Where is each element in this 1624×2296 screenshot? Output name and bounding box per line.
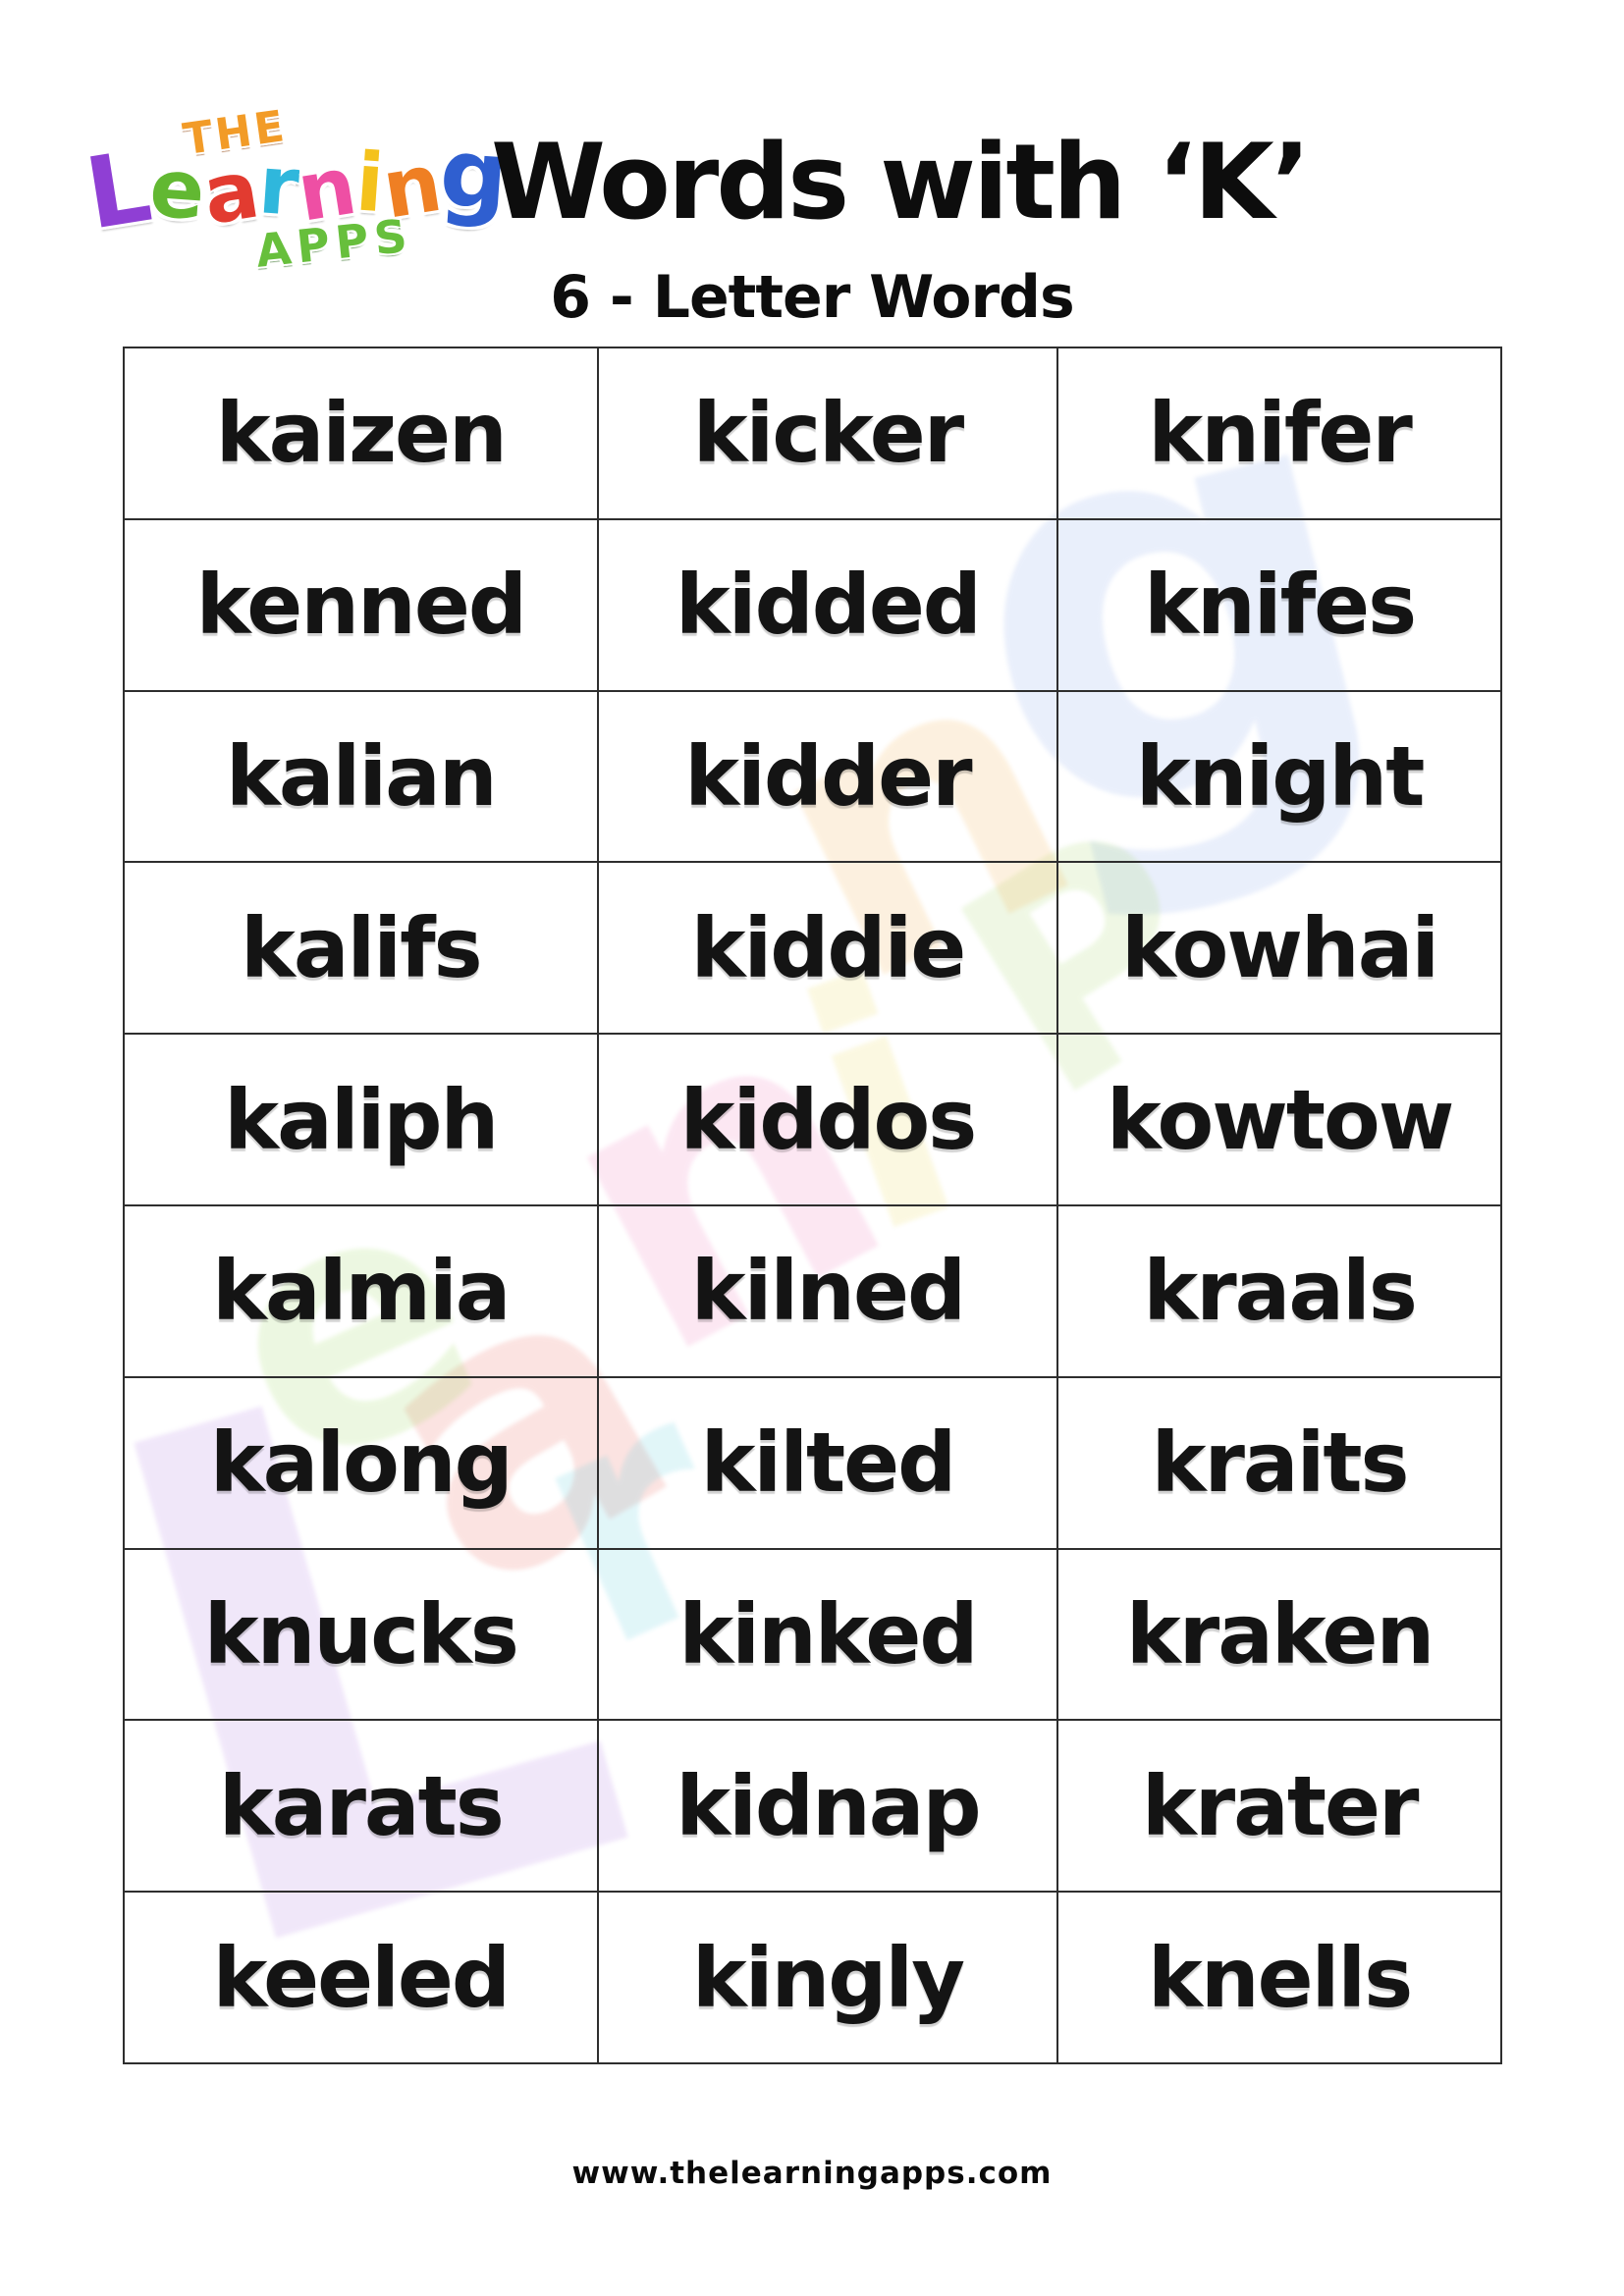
- logo-letter: L: [78, 128, 159, 252]
- footer-url: www.thelearningapps.com: [571, 2156, 1053, 2191]
- table-row: kalifs kiddie kowhai: [123, 861, 1502, 1036]
- word-cell: kinked: [596, 1547, 1059, 1722]
- table-row: kenned kidded knifes: [123, 517, 1502, 692]
- words-table-body: kaizen kicker knifer kenned kidded knifes kali…: [123, 347, 1502, 2064]
- word-cell: kicker: [596, 347, 1059, 520]
- word-cell: kidnap: [596, 1719, 1059, 1894]
- word-cell: kilted: [596, 1375, 1059, 1550]
- table-row: kaliph kiddos kowtow: [123, 1033, 1502, 1206]
- word-cell: kaizen: [123, 347, 599, 520]
- word-cell: kiddie: [596, 861, 1059, 1036]
- page-title: Words with ‘K’: [491, 122, 1311, 242]
- word-cell: kiddos: [596, 1033, 1059, 1206]
- word-cell: kilned: [596, 1203, 1059, 1378]
- word-cell: knifer: [1056, 347, 1502, 520]
- word-cell: kalong: [123, 1375, 599, 1550]
- learning-apps-logo: THE Learning APPS: [78, 91, 512, 278]
- table-row: kalian kidder knight: [123, 689, 1502, 864]
- word-cell: kingly: [596, 1891, 1059, 2064]
- word-cell: krater: [1056, 1719, 1502, 1894]
- word-cell: kidded: [596, 517, 1059, 692]
- word-cell: kraits: [1056, 1375, 1502, 1550]
- word-cell: knucks: [123, 1547, 599, 1722]
- page-subtitle: 6 - Letter Words: [550, 263, 1074, 332]
- word-cell: kowtow: [1056, 1033, 1502, 1206]
- word-cell: kidder: [596, 689, 1059, 864]
- word-cell: kowhai: [1056, 861, 1502, 1036]
- word-cell: kalmia: [123, 1203, 599, 1378]
- table-row: kalmia kilned kraals: [123, 1203, 1502, 1378]
- words-table: kaizen kicker knifer kenned kidded knifes kali…: [123, 347, 1502, 2064]
- table-row: kalong kilted kraits: [123, 1375, 1502, 1550]
- word-cell: keeled: [123, 1891, 599, 2064]
- word-cell: knells: [1056, 1891, 1502, 2064]
- word-cell: kraals: [1056, 1203, 1502, 1378]
- table-row: keeled kingly knells: [123, 1891, 1502, 2064]
- word-cell: kraken: [1056, 1547, 1502, 1722]
- word-cell: karats: [123, 1719, 599, 1894]
- word-cell: kalian: [123, 689, 599, 864]
- word-cell: kaliph: [123, 1033, 599, 1206]
- word-cell: knifes: [1056, 517, 1502, 692]
- word-cell: kenned: [123, 517, 599, 692]
- table-row: kaizen kicker knifer: [123, 347, 1502, 520]
- word-cell: knight: [1056, 689, 1502, 864]
- word-cell: kalifs: [123, 861, 599, 1036]
- table-row: knucks kinked kraken: [123, 1547, 1502, 1722]
- table-row: karats kidnap krater: [123, 1719, 1502, 1894]
